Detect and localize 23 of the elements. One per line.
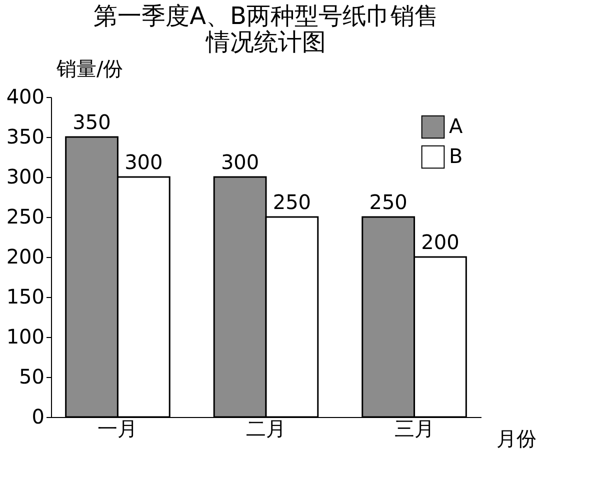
- data-label: 250: [369, 190, 408, 214]
- y-tick-label: 100: [6, 324, 44, 348]
- y-tick-label: 250: [6, 204, 44, 228]
- data-label: 300: [220, 150, 260, 174]
- data-label: 250: [272, 190, 312, 214]
- y-tick-label: 400: [6, 84, 44, 108]
- legend-label: A: [449, 114, 463, 138]
- y-tick-label: 150: [6, 284, 44, 308]
- y-tick-label: 50: [19, 364, 44, 388]
- y-tick-label: 300: [6, 164, 44, 188]
- chart-title: 第一季度A、B两种型号纸巾销售情况统计图: [94, 2, 438, 56]
- y-tick-label: 350: [6, 124, 44, 148]
- legend-label: B: [449, 144, 463, 168]
- data-label: 200: [421, 230, 460, 254]
- x-tick-label: 三月: [394, 416, 434, 440]
- data-label: 300: [124, 150, 163, 174]
- x-tick-label: 一月: [98, 416, 138, 440]
- y-tick-label: 200: [6, 244, 44, 268]
- x-tick-label: 二月: [246, 416, 286, 440]
- x-axis-title: 月份: [496, 426, 536, 450]
- y-axis-title: 销量/份: [56, 56, 124, 80]
- data-label: 350: [72, 110, 111, 134]
- y-tick-label: 0: [32, 404, 44, 428]
